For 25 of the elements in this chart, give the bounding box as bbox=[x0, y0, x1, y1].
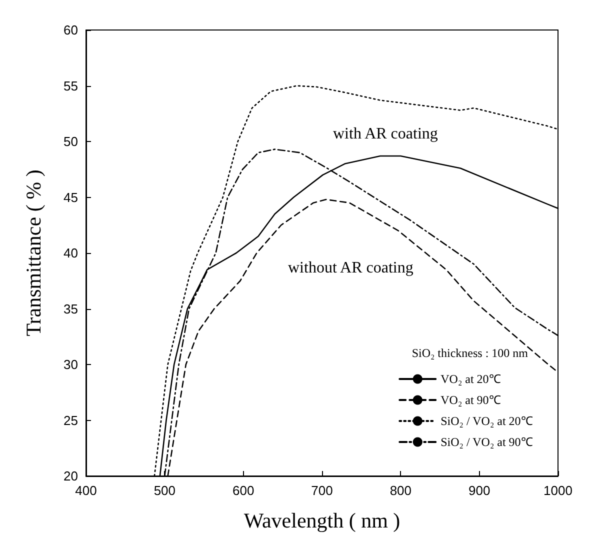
x-tick-label: 400 bbox=[75, 483, 97, 498]
y-tick-label: 45 bbox=[64, 190, 78, 205]
y-tick-label: 25 bbox=[64, 412, 78, 428]
legend-label: VO₂ at 90℃ bbox=[440, 393, 501, 407]
x-axis-title: Wavelength ( nm ) bbox=[244, 508, 400, 532]
y-tick-label: 60 bbox=[64, 22, 78, 38]
legend-label: SiO₂ / VO₂ at 90℃ bbox=[440, 435, 533, 449]
x-tick-label: 900 bbox=[468, 483, 490, 498]
y-tick-label: 55 bbox=[64, 78, 78, 94]
y-axis-title: Transmittance ( % ) bbox=[22, 170, 46, 336]
annotation: without AR coating bbox=[288, 260, 414, 276]
y-tick-label: 20 bbox=[64, 468, 78, 484]
legend-label: SiO₂ / VO₂ at 20℃ bbox=[440, 414, 533, 428]
legend-title: SiO₂ thickness : 100 nm bbox=[412, 346, 529, 360]
legend-label: VO₂ at 20℃ bbox=[440, 372, 501, 386]
y-tick-label: 35 bbox=[64, 301, 78, 316]
annotation: with AR coating bbox=[333, 126, 438, 142]
y-tick-label: 30 bbox=[64, 357, 78, 372]
y-tick-label: 40 bbox=[64, 246, 78, 260]
x-tick-label: 700 bbox=[311, 483, 333, 498]
y-tick-label: 50 bbox=[64, 134, 78, 149]
x-tick-label: 800 bbox=[390, 483, 412, 498]
x-tick-label: 600 bbox=[232, 483, 254, 498]
x-tick-label: 1000 bbox=[544, 483, 572, 498]
x-tick-label: 500 bbox=[154, 483, 176, 498]
